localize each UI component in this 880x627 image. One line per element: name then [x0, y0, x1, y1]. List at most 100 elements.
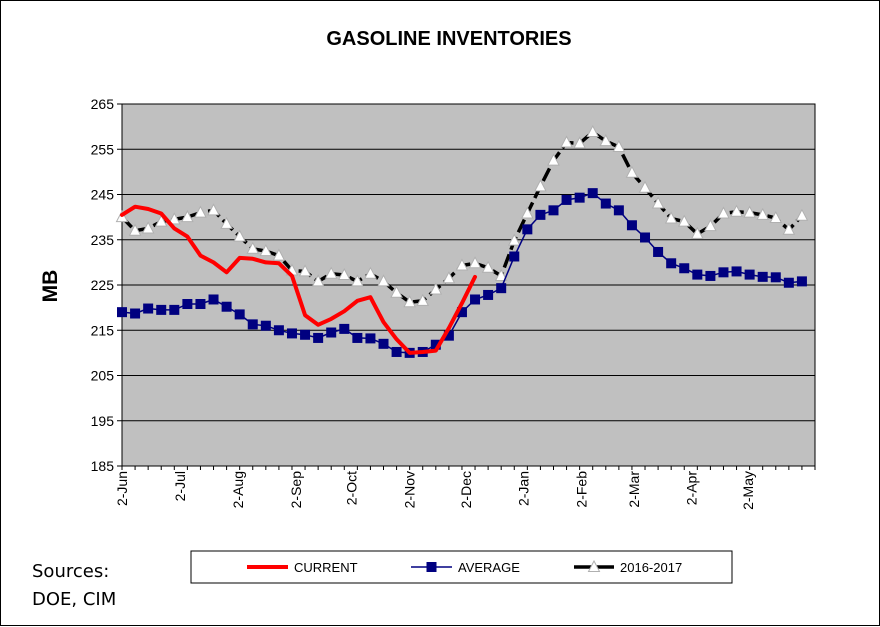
data-point	[207, 203, 220, 216]
y-axis-label: MB	[39, 270, 62, 303]
data-point	[246, 241, 260, 254]
data-point	[390, 285, 403, 298]
x-tick-label: 2-Jun	[114, 471, 130, 506]
data-point	[521, 206, 534, 219]
data-point	[352, 332, 363, 343]
data-point	[690, 226, 704, 239]
data-point	[666, 258, 677, 269]
data-point	[365, 333, 376, 344]
sources-label: Sources:	[32, 561, 110, 582]
x-tick-label: 2-May	[740, 471, 756, 510]
x-tick-label: 2-Feb	[573, 471, 589, 508]
legend-label: AVERAGE	[458, 560, 520, 575]
data-point	[337, 267, 351, 281]
sources-note: Sources: DOE, CIM	[32, 558, 182, 614]
data-point	[717, 206, 730, 219]
y-tick-label: 255	[91, 141, 115, 157]
data-point	[339, 323, 350, 334]
data-point	[273, 325, 284, 336]
data-point	[770, 272, 781, 283]
data-point	[221, 301, 232, 312]
legend-marker	[587, 559, 601, 572]
data-point	[154, 214, 168, 227]
data-point	[744, 269, 755, 280]
data-point	[586, 124, 600, 138]
data-point	[561, 194, 572, 205]
data-point	[313, 332, 324, 343]
data-point	[143, 303, 154, 314]
data-point	[483, 289, 494, 300]
legend-label: CURRENT	[294, 560, 358, 575]
data-point	[548, 205, 559, 216]
chart-title: GASOLINE INVENTORIES	[326, 28, 571, 50]
data-point	[612, 139, 626, 152]
data-point	[298, 264, 312, 277]
data-point	[651, 196, 665, 209]
data-point	[599, 134, 613, 147]
data-point	[403, 295, 416, 308]
data-point	[743, 205, 756, 218]
data-point	[156, 304, 167, 315]
x-tick-label: 2-Jul	[172, 471, 188, 501]
data-point	[600, 198, 611, 209]
series-prior-year	[115, 124, 809, 308]
data-point	[731, 266, 742, 277]
data-point	[509, 251, 520, 262]
data-point	[560, 135, 573, 148]
data-point	[247, 319, 258, 330]
data-point	[167, 212, 181, 225]
legend-item: AVERAGE	[411, 560, 520, 575]
data-point	[391, 346, 402, 357]
series-current	[120, 204, 477, 355]
data-point	[679, 263, 690, 274]
x-tick-label: 2-Aug	[230, 471, 246, 508]
y-tick-label: 265	[91, 96, 115, 112]
data-point	[378, 338, 389, 349]
data-point	[169, 304, 180, 315]
data-point	[782, 222, 796, 235]
data-point	[181, 210, 194, 223]
legend-items: CURRENT AVERAGE 2016-2017	[247, 559, 682, 575]
data-point	[130, 308, 141, 319]
y-axis: 185 195 205 215 225 235 245 255 265	[91, 96, 122, 474]
data-point	[194, 205, 207, 218]
y-tick-label: 245	[91, 187, 115, 203]
data-point	[718, 267, 729, 278]
legend-label: 2016-2017	[620, 560, 682, 575]
data-point	[182, 299, 193, 310]
data-point	[587, 188, 598, 199]
x-tick-label: 2-Dec	[458, 471, 474, 508]
data-point	[534, 179, 547, 192]
data-point	[783, 277, 794, 288]
data-point	[496, 283, 507, 294]
y-tick-label: 185	[91, 458, 115, 474]
data-point	[286, 328, 297, 339]
data-point	[613, 205, 624, 216]
data-point	[260, 320, 271, 331]
data-point	[233, 229, 247, 242]
data-point	[626, 220, 637, 231]
data-point	[494, 268, 508, 281]
data-point	[272, 248, 286, 261]
x-axis: 2-Jun 2-Jul 2-Aug 2-Sep 2-Oct 2-Nov 2-Dec 2-Jan…	[114, 466, 816, 510]
y-tick-label: 235	[91, 232, 115, 248]
data-point	[416, 293, 430, 306]
data-point	[640, 232, 651, 243]
data-point	[141, 221, 155, 234]
data-point	[756, 207, 770, 220]
data-point	[573, 136, 586, 149]
data-point	[704, 219, 717, 232]
data-point	[653, 246, 664, 257]
legend-item: CURRENT	[247, 560, 358, 575]
data-point	[795, 208, 809, 221]
data-point	[324, 266, 338, 279]
data-point	[351, 274, 364, 287]
data-point	[429, 282, 443, 295]
data-point	[117, 307, 127, 318]
legend-marker	[426, 562, 437, 572]
data-point	[259, 243, 273, 257]
series-layer	[115, 124, 809, 358]
data-point	[625, 165, 639, 178]
x-tick-label: 2-Sep	[288, 471, 304, 509]
